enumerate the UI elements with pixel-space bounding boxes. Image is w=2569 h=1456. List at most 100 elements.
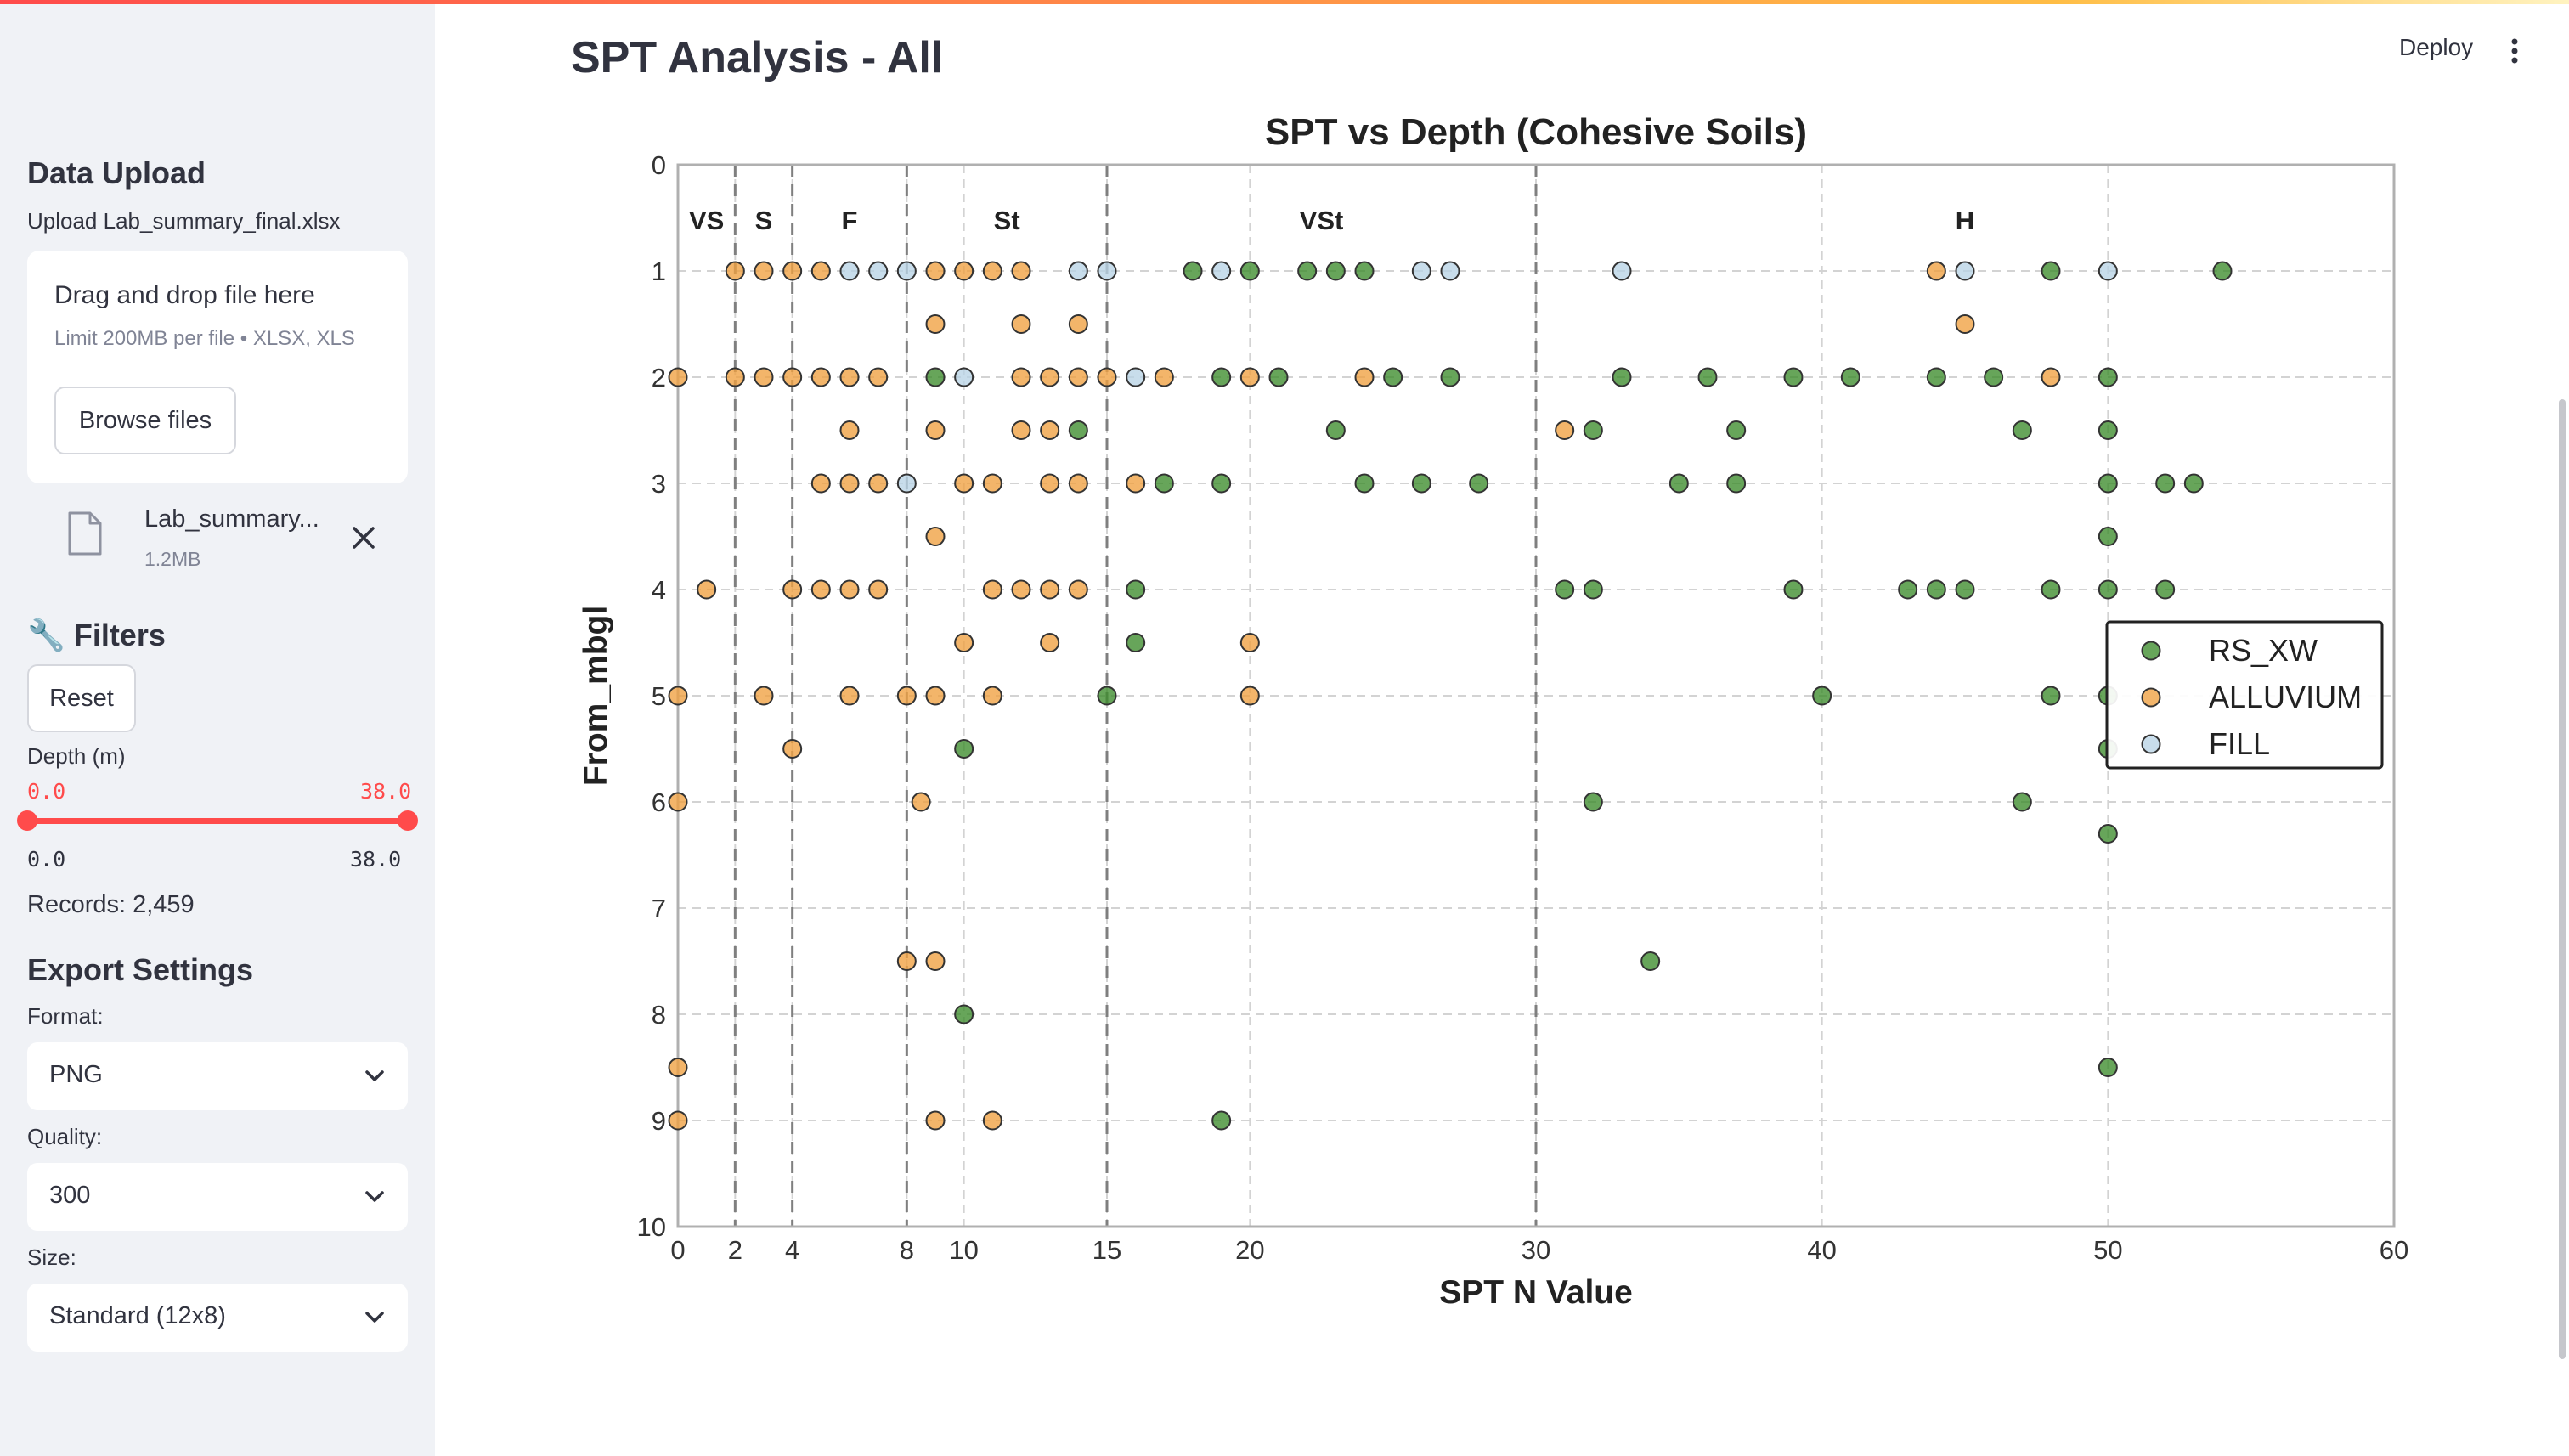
data-point-alluvium <box>911 792 931 812</box>
data-point-alluvium <box>1011 579 1031 600</box>
data-point-fill <box>2098 261 2118 281</box>
data-point-alluvium <box>1239 686 1260 706</box>
data-point-rs-xw <box>2098 367 2118 387</box>
y-tick-label: 4 <box>652 575 666 605</box>
data-point-rs-xw <box>1697 367 1718 387</box>
depth-slider-max-handle[interactable] <box>398 810 418 831</box>
data-point-alluvium <box>896 686 917 706</box>
remove-file-icon[interactable] <box>350 524 377 556</box>
data-point-fill <box>1097 261 1117 281</box>
x-tick-label: 4 <box>785 1235 799 1265</box>
data-point-alluvium <box>1068 367 1088 387</box>
depth-slider-min-value: 0.0 <box>27 779 66 804</box>
data-point-rs-xw <box>1411 473 1431 494</box>
data-point-alluvium <box>1154 367 1174 387</box>
consistency-zone-label: VS <box>689 206 724 235</box>
more-options-icon[interactable] <box>2510 37 2520 69</box>
depth-slider-track[interactable] <box>27 818 408 824</box>
depth-slider-max-value: 38.0 <box>360 779 412 804</box>
data-point-alluvium <box>1011 314 1031 334</box>
data-point-alluvium <box>754 686 774 706</box>
data-point-alluvium <box>925 527 946 546</box>
data-point-fill <box>1955 261 1975 281</box>
data-point-alluvium <box>668 1058 688 1077</box>
data-point-alluvium <box>1040 420 1060 440</box>
x-axis-label: SPT N Value <box>1439 1274 1633 1311</box>
data-point-alluvium <box>1040 633 1060 652</box>
data-point-rs-xw <box>1239 261 1260 281</box>
data-point-alluvium <box>982 686 1002 706</box>
data-point-alluvium <box>868 367 889 387</box>
legend-marker <box>2141 641 2161 661</box>
quality-label: Quality: <box>27 1124 103 1149</box>
data-point-rs-xw <box>1126 579 1146 600</box>
sidebar: Data Upload Upload Lab_summary_final.xls… <box>0 4 435 1456</box>
data-point-rs-xw <box>1440 367 1460 387</box>
data-point-alluvium <box>982 1110 1002 1131</box>
quality-select-value: 300 <box>49 1182 91 1209</box>
data-point-rs-xw <box>2212 261 2233 281</box>
file-dropzone[interactable]: Drag and drop file here Limit 200MB per … <box>27 251 408 483</box>
data-point-fill <box>1068 261 1088 281</box>
dropzone-text: Drag and drop file here <box>54 281 315 309</box>
legend-marker <box>2141 687 2161 708</box>
spt-depth-chart: VS S F St VSt H 0 2 4 8 10 15 20 30 40 50 60 0 1 2 3 4 5 6 7 8 9 10… <box>578 111 2408 1311</box>
data-point-fill <box>954 367 974 387</box>
data-point-alluvium <box>1126 473 1146 494</box>
main-scrollbar[interactable] <box>2559 399 2566 1359</box>
data-point-rs-xw <box>1926 579 1946 600</box>
quality-select[interactable]: 300 <box>27 1163 408 1231</box>
x-tick-label: 10 <box>949 1235 978 1265</box>
filters-title: 🔧 Filters <box>27 618 166 652</box>
size-select[interactable]: Standard (12x8) <box>27 1284 408 1352</box>
data-point-alluvium <box>1926 261 1946 281</box>
data-point-alluvium <box>868 579 889 600</box>
data-point-rs-xw <box>2098 1058 2118 1077</box>
data-point-rs-xw <box>1840 367 1860 387</box>
data-point-alluvium <box>697 579 717 600</box>
data-point-alluvium <box>782 579 803 600</box>
reset-button[interactable]: Reset <box>27 664 136 732</box>
data-point-alluvium <box>1011 420 1031 440</box>
data-point-alluvium <box>1239 633 1260 652</box>
data-point-rs-xw <box>1183 261 1203 281</box>
browse-files-button[interactable]: Browse files <box>54 387 236 454</box>
data-point-rs-xw <box>2155 473 2176 494</box>
data-point-rs-xw <box>1783 579 1804 600</box>
chevron-down-icon <box>364 1187 386 1210</box>
data-point-rs-xw <box>2012 420 2032 440</box>
data-point-alluvium <box>754 261 774 281</box>
depth-range-max-label: 38.0 <box>350 847 402 872</box>
format-select[interactable]: PNG <box>27 1042 408 1110</box>
data-point-alluvium <box>1068 579 1088 600</box>
data-point-alluvium <box>810 473 831 494</box>
data-point-alluvium <box>1040 473 1060 494</box>
chevron-down-icon <box>364 1066 386 1089</box>
page-title: SPT Analysis - All <box>571 33 944 82</box>
data-point-alluvium <box>868 473 889 494</box>
data-point-rs-xw <box>954 1004 974 1024</box>
data-point-rs-xw <box>1097 686 1117 706</box>
chevron-down-icon <box>364 1307 386 1330</box>
data-point-alluvium <box>1068 473 1088 494</box>
y-tick-label: 3 <box>652 469 666 499</box>
data-point-alluvium <box>725 367 745 387</box>
data-point-alluvium <box>1239 367 1260 387</box>
data-point-rs-xw <box>2098 420 2118 440</box>
data-point-alluvium <box>839 686 860 706</box>
deploy-button[interactable]: Deploy <box>2399 34 2474 60</box>
data-point-alluvium <box>1011 367 1031 387</box>
format-label: Format: <box>27 1003 104 1029</box>
x-tick-label: 15 <box>1093 1235 1121 1265</box>
data-point-alluvium <box>782 261 803 281</box>
consistency-zone-label: VSt <box>1300 206 1344 235</box>
legend-entry: FILL <box>2209 726 2270 761</box>
data-point-alluvium <box>925 314 946 334</box>
data-point-alluvium <box>839 420 860 440</box>
data-point-alluvium <box>725 261 745 281</box>
data-point-alluvium <box>810 261 831 281</box>
depth-slider-min-handle[interactable] <box>17 810 37 831</box>
data-point-alluvium <box>954 261 974 281</box>
data-point-alluvium <box>810 579 831 600</box>
data-point-alluvium <box>1040 367 1060 387</box>
